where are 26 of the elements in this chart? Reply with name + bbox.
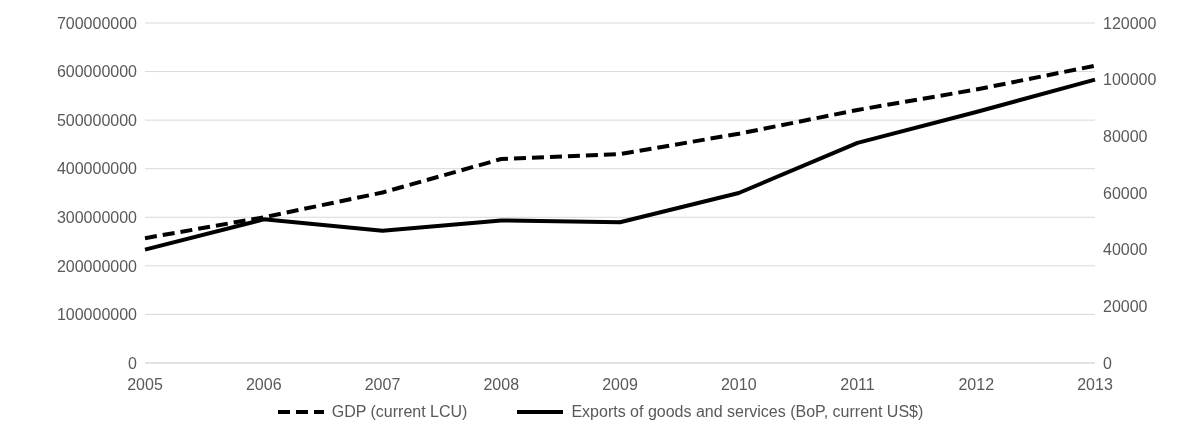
y2-tick-label: 120000 [1103,14,1157,32]
x-tick-label: 2009 [602,376,638,394]
x-tick-label: 2008 [483,376,520,394]
x-tick-label: 2012 [958,376,995,394]
y2-tick-label: 40000 [1103,241,1148,259]
y-tick-label: 300000000 [56,208,138,226]
x-tick-label: 2010 [720,376,757,394]
y2-tick-label: 0 [1103,354,1112,372]
y-tick-label: 400000000 [56,160,138,178]
x-tick-label: 2007 [364,376,401,394]
y-tick-label: 200000000 [56,257,138,275]
x-tick-label: 2011 [840,376,875,394]
x-tick-label: 2005 [127,376,163,394]
y2-tick-label: 80000 [1103,128,1148,146]
x-tick-label: 2006 [245,376,282,394]
y-tick-label: 600000000 [56,63,138,81]
y-tick-label: 500000000 [56,111,138,129]
y-tick-label: 100000000 [56,306,138,324]
legend-label: Exports of goods and services (BoP, current US$) [571,403,924,421]
legend-label: GDP (current LCU) [331,403,468,421]
x-tick-label: 2013 [1077,376,1113,394]
y-tick-label: 700000000 [56,14,138,32]
y2-tick-label: 60000 [1103,184,1148,202]
y-tick-label: 0 [128,354,138,372]
y2-tick-label: 100000 [1103,71,1157,89]
y2-tick-label: 20000 [1103,298,1148,316]
